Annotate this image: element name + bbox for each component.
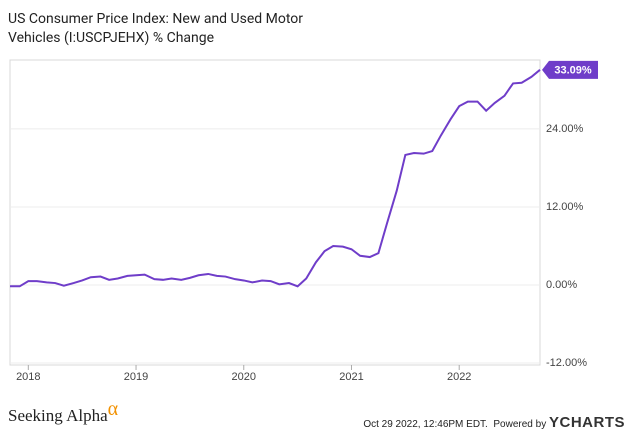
brand: Seeking Alphaα <box>8 398 118 427</box>
x-tick-label: 2021 <box>339 371 363 383</box>
x-tick-label: 2020 <box>232 371 256 383</box>
value-label: 33.09% <box>554 65 592 77</box>
y-tick-label: -12.00% <box>546 357 587 369</box>
provider: YCHARTS <box>548 414 625 431</box>
powered-by: Powered by <box>493 419 547 430</box>
chart: -12.00% 0.00% 12.00% 24.00% 2018 2019 2020 2021… <box>9 59 598 383</box>
x-tick-label: 2022 <box>447 371 471 383</box>
brand-logo: α <box>107 398 119 420</box>
y-tick-label: 12.00% <box>546 201 584 213</box>
x-tick-label: 2019 <box>124 371 148 383</box>
series-line <box>10 69 541 288</box>
timestamp: Oct 29 2022, 12:46PM EDT. <box>363 419 488 430</box>
y-tick-label: 24.00% <box>546 123 584 135</box>
x-tick-label: 2018 <box>16 371 40 383</box>
credits: Oct 29 2022, 12:46PM EDT. Powered by YCH… <box>363 414 625 431</box>
chart-title: US Consumer Price Index: New and Used Mo… <box>8 11 304 46</box>
plot-frame <box>9 59 541 366</box>
value-tag <box>542 60 598 79</box>
brand-name: Seeking Alpha <box>8 406 108 425</box>
y-tick-label: 0.00% <box>546 279 577 291</box>
